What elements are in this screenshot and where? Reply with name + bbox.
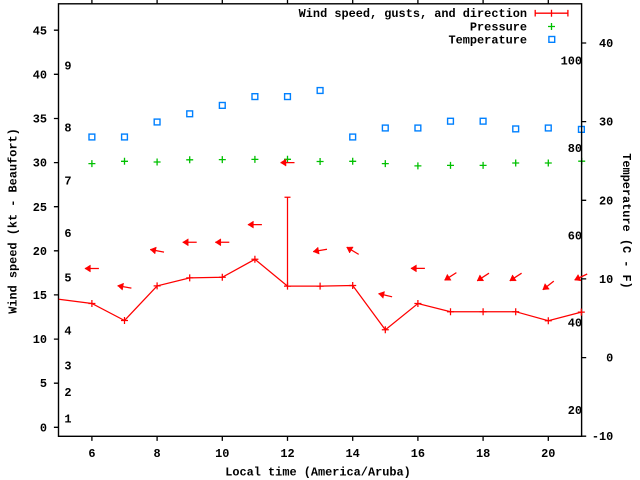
svg-text:12: 12 xyxy=(280,447,294,461)
svg-text:30: 30 xyxy=(33,157,47,171)
svg-text:60: 60 xyxy=(568,229,582,243)
svg-text:20: 20 xyxy=(568,404,582,418)
svg-text:80: 80 xyxy=(568,142,582,156)
svg-text:0: 0 xyxy=(606,352,613,366)
svg-text:Wind speed (kt - Beaufort): Wind speed (kt - Beaufort) xyxy=(7,128,21,314)
svg-text:40: 40 xyxy=(33,68,47,82)
svg-text:2: 2 xyxy=(64,386,71,400)
svg-text:Temperature (C - F): Temperature (C - F) xyxy=(619,153,633,289)
svg-text:6: 6 xyxy=(64,227,71,241)
svg-text:Wind speed, gusts, and directi: Wind speed, gusts, and direction xyxy=(299,7,527,21)
svg-text:15: 15 xyxy=(33,289,47,303)
svg-text:14: 14 xyxy=(346,447,360,461)
svg-text:20: 20 xyxy=(33,245,47,259)
svg-text:1: 1 xyxy=(64,413,71,427)
svg-text:10: 10 xyxy=(599,273,613,287)
svg-text:5: 5 xyxy=(64,271,71,285)
svg-text:10: 10 xyxy=(33,333,47,347)
svg-text:10: 10 xyxy=(215,447,229,461)
svg-text:Local time (America/Aruba): Local time (America/Aruba) xyxy=(225,466,411,480)
svg-text:8: 8 xyxy=(154,447,161,461)
svg-text:8: 8 xyxy=(64,121,71,135)
svg-text:100: 100 xyxy=(561,55,582,69)
svg-text:9: 9 xyxy=(64,60,71,74)
svg-text:5: 5 xyxy=(40,377,47,391)
svg-text:16: 16 xyxy=(411,447,425,461)
svg-text:20: 20 xyxy=(599,194,613,208)
svg-text:0: 0 xyxy=(40,421,47,435)
svg-text:6: 6 xyxy=(88,447,95,461)
svg-text:20: 20 xyxy=(541,447,555,461)
svg-text:Pressure: Pressure xyxy=(470,20,527,34)
svg-text:45: 45 xyxy=(33,24,47,38)
svg-text:18: 18 xyxy=(476,447,490,461)
svg-text:30: 30 xyxy=(599,116,613,130)
svg-text:40: 40 xyxy=(568,317,582,331)
svg-text:4: 4 xyxy=(64,324,71,338)
svg-text:7: 7 xyxy=(64,174,71,188)
svg-text:25: 25 xyxy=(33,201,47,215)
svg-text:40: 40 xyxy=(599,37,613,51)
svg-text:Temperature: Temperature xyxy=(449,33,528,47)
svg-text:3: 3 xyxy=(64,360,71,374)
svg-text:-10: -10 xyxy=(592,430,613,444)
svg-text:35: 35 xyxy=(33,113,47,127)
